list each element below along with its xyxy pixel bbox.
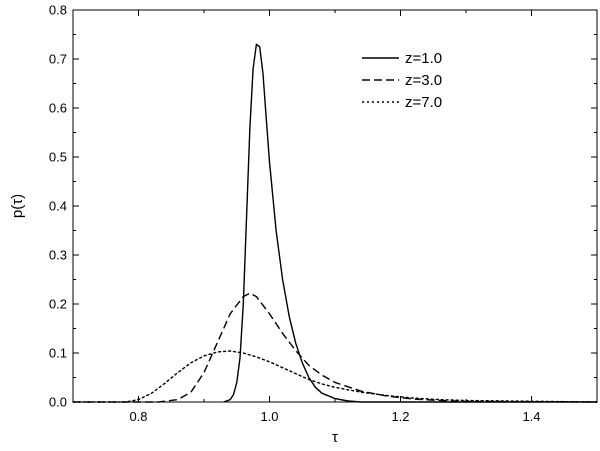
legend-label: z=3.0 — [405, 72, 442, 89]
series-line-dashed — [73, 292, 598, 403]
y-tick-label: 0.6 — [49, 101, 67, 116]
y-tick-label: 0.4 — [49, 199, 67, 214]
legend-label: z=7.0 — [405, 94, 442, 111]
y-tick-label: 0.3 — [49, 248, 67, 263]
series-line-solid — [223, 43, 597, 403]
series-line-dotted — [72, 350, 598, 403]
y-tick-label: 0.2 — [49, 297, 67, 312]
x-axis-label: τ — [332, 429, 338, 446]
legend-label: z=1.0 — [405, 50, 442, 67]
y-tick-label: 0.1 — [49, 346, 67, 361]
y-tick-label: 0.7 — [49, 52, 67, 67]
x-tick-label: 0.8 — [129, 409, 147, 424]
tick-labels: 0.0 0.1 0.2 0.3 0.4 0.5 0.6 0.7 0.8 0.8 1.0 1.2 1.4 — [49, 3, 541, 425]
series-layer — [72, 43, 598, 403]
x-tick-label: 1.4 — [522, 409, 540, 424]
y-tick-label: 0.0 — [49, 395, 67, 410]
axis-ticks — [72, 9, 598, 403]
y-axis-label: p(τ) — [9, 194, 26, 218]
y-tick-label: 0.5 — [49, 150, 67, 165]
x-tick-label: 1.0 — [260, 409, 278, 424]
x-tick-label: 1.2 — [391, 409, 409, 424]
y-tick-label: 0.8 — [49, 3, 67, 18]
plot-frame — [72, 9, 598, 403]
legend: z=1.0 z=3.0 z=7.0 — [362, 50, 442, 111]
